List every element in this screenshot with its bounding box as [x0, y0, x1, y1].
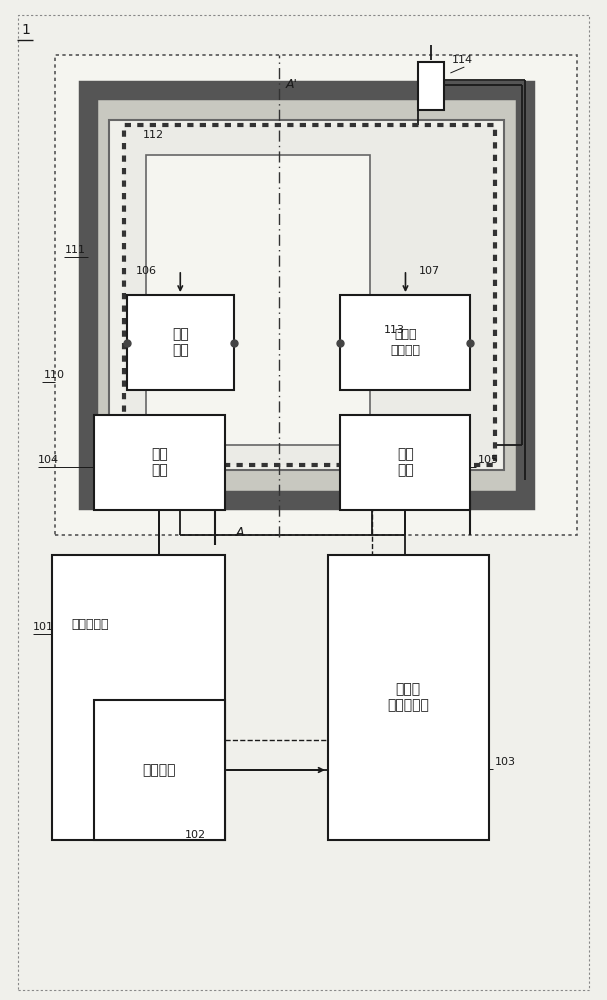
Bar: [127, 295, 234, 390]
Bar: [55, 55, 577, 535]
Bar: [146, 155, 370, 445]
Text: 105: 105: [478, 455, 499, 465]
Text: 抑制
电路: 抑制 电路: [172, 327, 189, 358]
Text: 1: 1: [21, 23, 30, 37]
Bar: [109, 120, 504, 470]
Text: 110: 110: [44, 370, 65, 380]
Text: 113: 113: [384, 325, 405, 335]
Bar: [340, 415, 470, 510]
Bar: [52, 555, 225, 840]
Text: 101: 101: [33, 622, 54, 632]
Text: A: A: [236, 526, 244, 539]
Text: 控制电路: 控制电路: [143, 763, 176, 777]
Text: 灵敏度
调整电路: 灵敏度 调整电路: [390, 328, 420, 357]
Text: 106: 106: [136, 266, 157, 276]
Text: A': A': [285, 78, 297, 91]
Text: 111: 111: [65, 245, 86, 255]
Text: 107: 107: [419, 266, 440, 276]
Bar: [94, 415, 225, 510]
Text: 102: 102: [185, 830, 206, 840]
Bar: [124, 125, 495, 465]
Bar: [418, 62, 444, 110]
Bar: [340, 295, 470, 390]
Text: 104: 104: [38, 455, 59, 465]
Bar: [88, 90, 525, 500]
Text: 非接触
电力输送部: 非接触 电力输送部: [387, 682, 429, 713]
Text: 114: 114: [452, 55, 473, 65]
Bar: [94, 700, 225, 840]
Text: 无线通信部: 无线通信部: [71, 618, 109, 632]
Text: 103: 103: [495, 757, 516, 767]
Text: 匹配
电路: 匹配 电路: [151, 447, 168, 478]
Text: 112: 112: [143, 130, 164, 140]
Text: 匹配
电路: 匹配 电路: [397, 447, 413, 478]
Bar: [328, 555, 489, 840]
